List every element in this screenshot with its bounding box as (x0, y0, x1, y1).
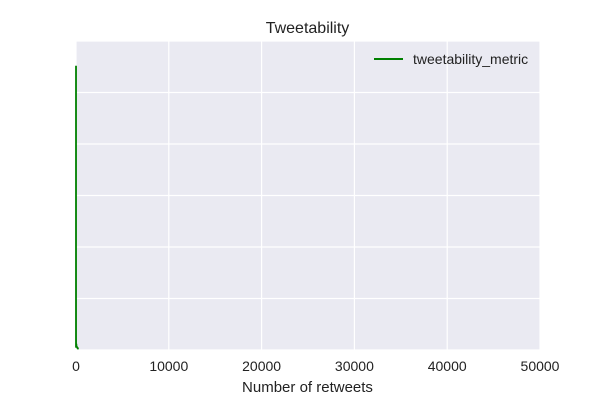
x-tick-label: 20000 (242, 358, 281, 374)
x-tick-label: 30000 (335, 358, 374, 374)
chart-title: Tweetability (266, 20, 350, 37)
legend-label-tweetability-metric: tweetability_metric (413, 51, 528, 67)
x-tick-labels: 0 10000 20000 30000 40000 50000 (72, 358, 560, 374)
grid-lines (75, 40, 541, 351)
x-tick-label: 0 (72, 358, 80, 374)
series-layer (75, 65, 79, 350)
x-tick-label: 10000 (149, 358, 188, 374)
series-line-tweetability-metric (75, 65, 79, 350)
x-tick-label: 50000 (521, 358, 560, 374)
legend: tweetability_metric (374, 51, 528, 67)
x-tick-label: 40000 (428, 358, 467, 374)
x-axis-label: Number of retweets (242, 379, 373, 396)
